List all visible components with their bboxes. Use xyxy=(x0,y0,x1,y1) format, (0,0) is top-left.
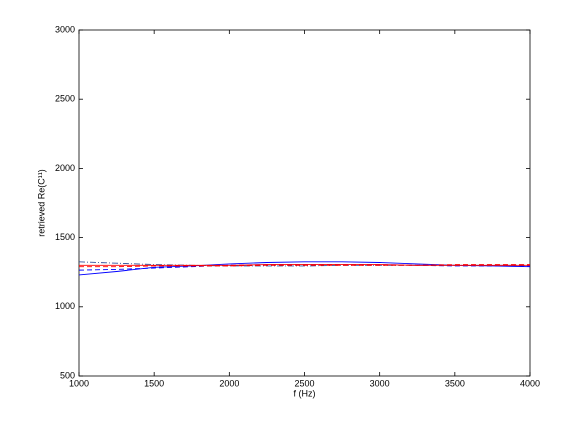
data-line xyxy=(79,264,530,266)
data-line xyxy=(79,264,530,268)
x-tick-label: 4000 xyxy=(520,378,540,388)
x-tick-label: 2000 xyxy=(219,378,239,388)
y-tick-label: 3000 xyxy=(55,24,75,34)
y-tick-label: 500 xyxy=(60,370,75,380)
x-axis-label: f (Hz) xyxy=(294,388,316,398)
y-axis-label: retrieved Re(C¹¹) xyxy=(36,169,46,237)
y-tick-label: 1500 xyxy=(55,232,75,242)
x-tick-label: 3500 xyxy=(445,378,465,388)
plot-frame xyxy=(78,29,531,377)
y-tick-label: 2500 xyxy=(55,94,75,104)
x-tick-label: 3000 xyxy=(370,378,390,388)
y-tick-label: 2000 xyxy=(55,163,75,173)
x-tick-label: 1500 xyxy=(144,378,164,388)
x-tick-label: 2500 xyxy=(294,378,314,388)
x-tick-label: 1000 xyxy=(69,378,89,388)
y-tick-label: 1000 xyxy=(55,301,75,311)
